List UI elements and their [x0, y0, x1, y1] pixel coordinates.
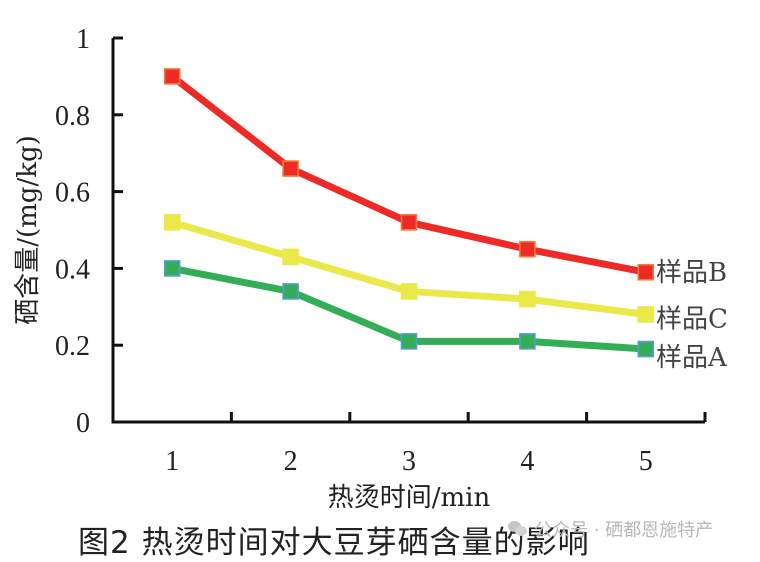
y-tick-label: 0.4	[55, 254, 90, 285]
data-marker	[637, 340, 655, 358]
data-marker	[282, 283, 299, 300]
data-marker	[282, 160, 299, 177]
x-tick-label: 5	[639, 446, 653, 477]
data-marker	[400, 283, 418, 300]
y-axis-title: 硒含量/(mg/kg)	[13, 135, 43, 325]
x-tick-label: 3	[402, 446, 416, 477]
watermark: 公众号 · 硒都恩施特产	[508, 516, 713, 542]
data-marker	[400, 214, 418, 231]
data-marker	[519, 333, 536, 350]
watermark-text: 公众号 · 硒都恩施特产	[534, 520, 714, 541]
series-line	[171, 218, 647, 318]
data-marker	[637, 306, 655, 323]
data-marker	[519, 290, 536, 308]
x-axis-title: 热烫时间/min	[328, 483, 491, 513]
labels-layer: 0 0.2 0.4 0.6 0.8 1 1 2 3 4 5 热烫时间/min 硒含量/(mg/kg) 样品…	[13, 24, 728, 513]
figure-caption: 图2 热烫时间对大豆芽硒含量的影响	[78, 525, 590, 561]
legend-label: 样品B	[656, 258, 727, 288]
data-marker	[637, 263, 655, 281]
x-tick-label: 4	[520, 446, 534, 477]
series-layer	[163, 68, 655, 358]
data-marker	[163, 260, 181, 277]
axes	[111, 36, 707, 424]
x-tick-label: 2	[284, 446, 298, 477]
y-tick-label: 1	[76, 24, 90, 55]
data-marker	[163, 214, 181, 231]
y-tick-label: 0.2	[55, 331, 90, 362]
data-marker	[519, 240, 536, 258]
wechat-icon	[508, 521, 528, 537]
data-marker	[163, 68, 181, 85]
x-tick-label: 1	[165, 446, 179, 477]
y-tick-label: 0	[76, 408, 90, 439]
legend-label: 样品C	[656, 304, 728, 334]
legend-label: 样品A	[656, 343, 728, 373]
data-marker	[282, 248, 299, 266]
data-marker	[400, 333, 418, 350]
y-tick-label: 0.8	[55, 101, 90, 132]
y-tick-label: 0.6	[55, 178, 90, 209]
